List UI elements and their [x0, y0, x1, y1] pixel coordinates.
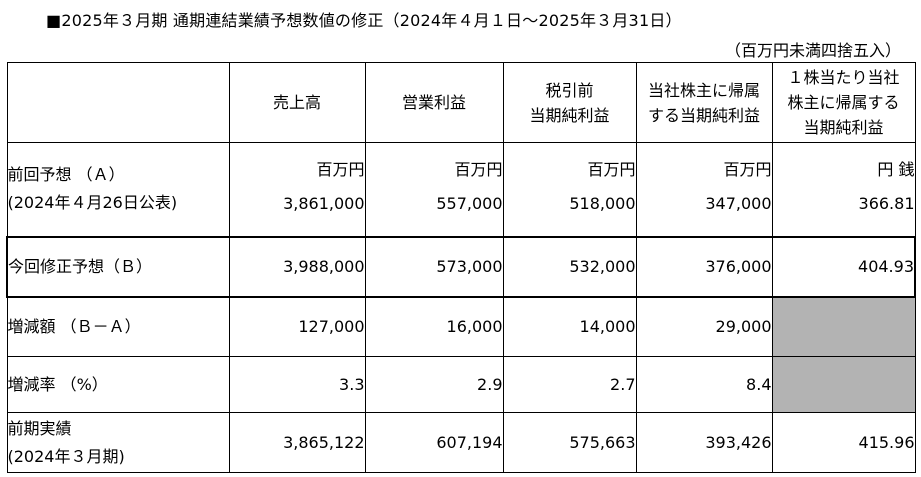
value-cell: 573,000 — [364, 235, 504, 298]
value-cell: 3.3 — [228, 356, 366, 413]
value: 3,861,000 — [283, 194, 365, 214]
value-cell: 3,865,122 — [228, 412, 366, 473]
value: 557,000 — [436, 194, 503, 214]
value-cell: 16,000 — [364, 296, 504, 357]
table-row: 前回予想 （Ａ） (2024年４月26日公表) 百万円 3,861,000 百万円… — [6, 142, 916, 237]
value-cell: 2.7 — [502, 356, 637, 413]
row-label-prior-year-actual: 前期実績 (2024年３月期) — [6, 412, 230, 473]
value-cell: 532,000 — [502, 235, 637, 298]
value: 347,000 — [705, 194, 772, 214]
unit-label: 百万円 — [454, 160, 503, 180]
value-cell: 376,000 — [635, 235, 773, 298]
unit-label: 円 銭 — [877, 160, 915, 180]
value-cell: 127,000 — [228, 296, 366, 357]
row-label: 前回予想 （Ａ） — [7, 165, 125, 185]
value-cell: 百万円 3,861,000 — [228, 142, 366, 237]
value-cell: 404.93 — [771, 235, 916, 298]
row-label-previous-forecast: 前回予想 （Ａ） (2024年４月26日公表) — [6, 142, 230, 237]
shaded-cell — [771, 356, 916, 413]
value-cell: 3,988,000 — [228, 235, 366, 298]
unit-label: 百万円 — [316, 160, 365, 180]
value-cell: 2.9 — [364, 356, 504, 413]
value-cell: 14,000 — [502, 296, 637, 357]
shaded-cell — [771, 296, 916, 357]
row-label: 前期実績 — [7, 418, 72, 438]
value: 366.81 — [858, 194, 915, 214]
value-cell: 415.96 — [771, 412, 916, 473]
rounding-note: （百万円未満四捨五入） — [724, 41, 901, 60]
table-row: 増減率 （%） 3.3 2.9 2.7 8.4 — [6, 356, 916, 413]
value: 518,000 — [569, 194, 636, 214]
value-cell: 円 銭 366.81 — [771, 142, 916, 237]
value-cell: 607,194 — [364, 412, 504, 473]
row-sublabel: (2024年３月期) — [7, 446, 125, 466]
unit-label: 百万円 — [723, 160, 772, 180]
header-cell-operating-income: 営業利益 — [364, 62, 504, 143]
header-label: 税引前 当期純利益 — [529, 80, 610, 125]
header-row: 売上高 営業利益 税引前 当期純利益 当社株主に帰属 する当期純利益 １株当たり… — [6, 62, 916, 143]
forecast-table: 売上高 営業利益 税引前 当期純利益 当社株主に帰属 する当期純利益 １株当たり… — [6, 62, 916, 473]
header-label: 当社株主に帰属 する当期純利益 — [647, 80, 760, 125]
table-row: 前期実績 (2024年３月期) 3,865,122 607,194 575,66… — [6, 412, 916, 473]
row-label-revised-forecast: 今回修正予想（Ｂ） — [6, 235, 230, 298]
row-label-change-rate: 増減率 （%） — [6, 356, 230, 413]
value-cell: 百万円 347,000 — [635, 142, 773, 237]
header-cell-eps: １株当たり当社 株主に帰属する 当期純利益 — [771, 62, 916, 143]
row-sublabel: (2024年４月26日公表) — [7, 193, 178, 213]
unit-label: 百万円 — [587, 160, 636, 180]
table-row: 増減額 （Ｂ－Ａ） 127,000 16,000 14,000 29,000 — [6, 296, 916, 357]
value-cell: 29,000 — [635, 296, 773, 357]
value-cell: 575,663 — [502, 412, 637, 473]
value-cell: 8.4 — [635, 356, 773, 413]
value-cell: 393,426 — [635, 412, 773, 473]
value-cell: 百万円 557,000 — [364, 142, 504, 237]
header-cell-pretax-income: 税引前 当期純利益 — [502, 62, 637, 143]
header-corner-cell — [6, 62, 230, 143]
value-cell: 百万円 518,000 — [502, 142, 637, 237]
header-cell-net-income: 当社株主に帰属 する当期純利益 — [635, 62, 773, 143]
table-row-revised-forecast: 今回修正予想（Ｂ） 3,988,000 573,000 532,000 376,… — [6, 235, 916, 298]
header-label: １株当たり当社 株主に帰属する 当期純利益 — [787, 68, 900, 137]
row-label-change-amount: 増減額 （Ｂ－Ａ） — [6, 296, 230, 357]
page-title: ■2025年３月期 通期連結業績予想数値の修正（2024年４月１日～2025年３… — [46, 11, 682, 30]
header-label: 営業利益 — [401, 93, 466, 112]
header-label: 売上高 — [272, 93, 321, 112]
header-cell-sales: 売上高 — [228, 62, 366, 143]
